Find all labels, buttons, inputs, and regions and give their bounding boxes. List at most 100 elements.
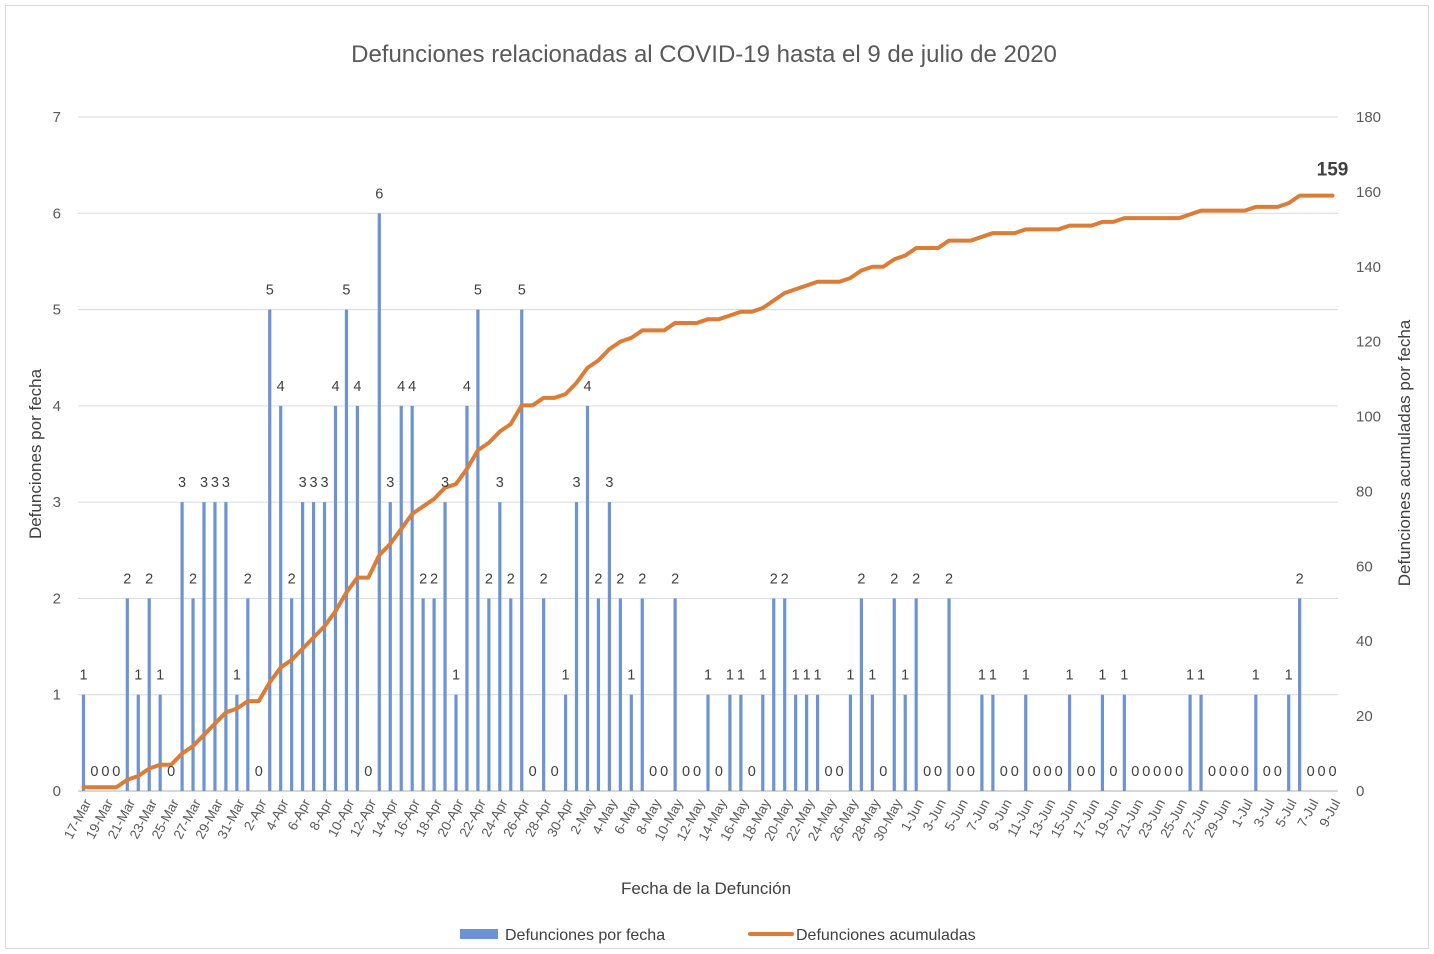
bar-value-label: 0 <box>660 764 668 780</box>
bar-value-label: 0 <box>255 764 263 780</box>
bar-value-label: 0 <box>1175 764 1183 780</box>
bar-value-label: 1 <box>704 668 712 684</box>
y-left-tick-label: 7 <box>53 109 61 126</box>
bar-value-label: 2 <box>912 571 920 587</box>
legend-swatch-bar <box>460 929 498 939</box>
bar-value-label: 0 <box>529 764 537 780</box>
y-right-tick-label: 140 <box>1356 259 1381 276</box>
bar-value-label: 1 <box>726 668 734 684</box>
bar-mark <box>388 502 392 791</box>
bar-mark <box>180 502 184 791</box>
bar-value-label: 0 <box>1000 764 1008 780</box>
bar-value-label: 2 <box>485 571 493 587</box>
bar-mark <box>476 309 480 791</box>
bar-mark <box>1067 694 1072 791</box>
bar-mark <box>761 694 765 791</box>
bar-value-label: 1 <box>901 668 909 684</box>
y-right-tick-label: 100 <box>1356 409 1381 426</box>
y-right-tick-label: 20 <box>1356 708 1373 725</box>
bar-mark <box>859 598 863 791</box>
bar-value-label: 0 <box>1208 764 1216 780</box>
bar-value-label: 3 <box>310 475 318 491</box>
bar-value-label: 1 <box>1022 668 1030 684</box>
bar-value-label: 0 <box>967 764 975 780</box>
bar-value-label: 2 <box>945 571 953 587</box>
bar-value-label: 0 <box>167 764 175 780</box>
bar-value-label: 3 <box>200 475 208 491</box>
bar-value-label: 1 <box>814 668 822 684</box>
bar-mark <box>213 502 217 791</box>
bar-value-label: 2 <box>123 571 131 587</box>
y-right-tick-label: 120 <box>1356 334 1381 351</box>
bar-value-label: 1 <box>1197 668 1205 684</box>
bar-mark <box>772 598 776 791</box>
cumulative-line <box>81 193 1335 790</box>
y-left-tick-labels: 0 1 2 3 4 5 6 7 <box>53 109 61 800</box>
bar-value-label: 2 <box>638 571 646 587</box>
bar-value-label: 2 <box>857 571 865 587</box>
bar-value-label: 0 <box>101 764 109 780</box>
bar-value-label: 4 <box>583 379 591 395</box>
legend: Defunciones por fecha Defunciones acumul… <box>460 927 976 944</box>
bar-mark <box>147 598 151 791</box>
bar-value-label: 2 <box>770 571 778 587</box>
bar-value-label: 1 <box>1098 668 1106 684</box>
bar-value-label: 0 <box>649 764 657 780</box>
bar-value-label: 0 <box>1153 764 1161 780</box>
y-left-tick-label: 5 <box>53 302 61 319</box>
bar-value-label: 3 <box>441 475 449 491</box>
bar-value-label: 2 <box>430 571 438 587</box>
y-left-tick-label: 0 <box>53 783 61 800</box>
bar-value-label: 1 <box>868 668 876 684</box>
bar-value-label: 1 <box>1252 668 1260 684</box>
bar-value-label: 0 <box>112 764 120 780</box>
bar-mark <box>487 598 491 791</box>
bar-mark <box>991 694 995 791</box>
bar-value-label: 1 <box>846 668 854 684</box>
bar-value-label: 0 <box>1219 764 1227 780</box>
bar-value-label: 0 <box>715 764 723 780</box>
legend-label-bar: Defunciones por fecha <box>505 927 665 944</box>
bar-mark <box>607 502 611 791</box>
bar-mark <box>739 694 743 791</box>
bar-value-label: 2 <box>1296 571 1304 587</box>
y-left-axis-title: Defunciones por fecha <box>26 368 45 539</box>
bar-value-label: 2 <box>671 571 679 587</box>
bar-mark <box>202 502 206 791</box>
bar-value-label: 0 <box>1328 764 1336 780</box>
bar-mark <box>980 694 984 791</box>
bar-mark <box>563 694 568 791</box>
bar-value-label: 0 <box>1241 764 1249 780</box>
bar-mark <box>585 405 590 791</box>
bar-value-label: 5 <box>342 283 350 299</box>
bar-value-label: 5 <box>474 283 482 299</box>
bar-mark <box>1254 694 1258 791</box>
bar-mark <box>1298 598 1302 791</box>
bar-mark <box>870 694 874 791</box>
bar-value-label: 3 <box>178 475 186 491</box>
bar-value-label: 0 <box>364 764 372 780</box>
bar-value-label: 0 <box>90 764 98 780</box>
bar-value-label: 1 <box>134 668 142 684</box>
bar-value-label: 0 <box>956 764 964 780</box>
bar-value-label: 2 <box>616 571 624 587</box>
bar-mark <box>191 598 195 791</box>
bar-mark <box>410 405 414 791</box>
bar-mark <box>574 502 579 791</box>
bar-value-label: 3 <box>386 475 394 491</box>
bar-mark <box>81 694 86 791</box>
bar-mark <box>903 694 907 791</box>
y-left-tick-label: 3 <box>53 494 61 511</box>
bar-mark <box>268 309 272 791</box>
bar-value-label: 2 <box>540 571 548 587</box>
bar-mark <box>311 502 316 791</box>
bar-mark <box>136 694 140 791</box>
bar-mark <box>279 405 283 791</box>
bar-value-label: 3 <box>605 475 613 491</box>
bar-mark <box>728 694 732 791</box>
bar-mark <box>465 405 469 791</box>
bar-value-label: 1 <box>156 668 164 684</box>
bar-mark <box>1100 694 1105 791</box>
